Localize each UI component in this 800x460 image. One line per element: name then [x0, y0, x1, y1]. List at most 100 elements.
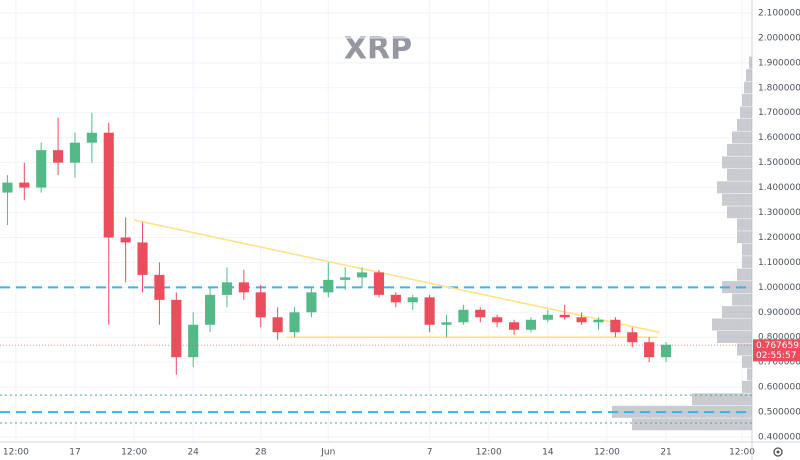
y-tick-label: 1.20000000 — [758, 233, 800, 243]
y-tick-label: 0.90000000 — [758, 308, 800, 318]
volume-profile-bar — [737, 218, 752, 231]
volume-profile-bar — [612, 405, 752, 418]
watermark: XRP — [344, 32, 412, 67]
volume-profile-bar — [727, 206, 752, 219]
candle-body — [53, 150, 64, 163]
volume-profile-bar — [717, 181, 752, 194]
volume-profile-bar — [742, 94, 752, 107]
candle-body — [154, 274, 165, 300]
candle-body — [137, 242, 148, 275]
x-tick-label: 24 — [187, 448, 199, 458]
volume-profile-bar — [737, 231, 752, 244]
volume-profile-bar — [742, 355, 752, 368]
volume-profile-bar — [722, 193, 752, 206]
candle-body — [188, 324, 199, 358]
volume-profile-bar — [632, 418, 752, 431]
volume-profile-bar — [737, 118, 752, 131]
candle-body — [103, 132, 114, 238]
volume-profile-bar — [732, 293, 752, 306]
y-tick-label: 0.40000000 — [758, 433, 800, 443]
candle-body — [542, 314, 553, 320]
volume-profile-bar — [727, 143, 752, 156]
candle-body — [593, 319, 604, 323]
x-tick-label: 12:00 — [594, 448, 620, 458]
candle-body — [525, 319, 537, 330]
candle-body — [19, 182, 30, 188]
x-tick-label: 12:00 — [476, 448, 502, 458]
candle-body — [475, 309, 486, 318]
candle-body — [120, 237, 131, 243]
volume-profile-bar — [742, 380, 752, 393]
x-tick-label: Jun — [320, 448, 335, 458]
last-price-label: 0.76765959 — [756, 341, 800, 351]
volume-profile-bar — [712, 318, 752, 331]
candle-body — [644, 342, 655, 358]
candle-body — [238, 282, 249, 293]
candle-body — [86, 132, 97, 143]
volume-profile-bar — [742, 243, 752, 256]
y-tick-label: 2.00000000 — [758, 33, 800, 43]
settings-icon[interactable] — [773, 447, 783, 457]
candle-body — [2, 182, 13, 193]
candle-body — [323, 279, 334, 293]
candle-body — [390, 294, 401, 303]
volume-profile-bar — [740, 106, 752, 119]
candle-body — [424, 297, 435, 325]
candle-body — [272, 317, 283, 333]
candle-body — [441, 322, 452, 325]
y-tick-label: 0.70000000 — [758, 358, 800, 368]
volume-profile-bar — [722, 306, 752, 319]
candle-body — [660, 344, 672, 358]
volume-profile-bar — [746, 69, 752, 82]
candle-body — [357, 272, 368, 278]
y-tick-label: 0.60000000 — [758, 383, 800, 393]
y-tick-label: 0.50000000 — [758, 408, 800, 418]
x-tick-label: 17 — [69, 448, 80, 458]
volume-profile-bar — [732, 131, 752, 144]
candle-body — [289, 312, 300, 333]
candle-body — [255, 292, 266, 318]
volume-profile-bar — [744, 81, 752, 94]
candle-body — [458, 309, 469, 323]
candle-body — [373, 272, 385, 295]
y-tick-label: 1.00000000 — [758, 283, 800, 293]
candle-body — [492, 317, 503, 323]
x-tick-label: 7 — [427, 448, 433, 458]
y-tick-label: 1.50000000 — [758, 158, 800, 168]
candle-body — [559, 314, 570, 318]
candle-body — [221, 282, 233, 295]
y-tick-label: 2.10000000 — [758, 8, 800, 18]
volume-profile-bar — [727, 168, 752, 181]
x-tick-label: 21 — [660, 448, 671, 458]
last-price-tag — [753, 339, 800, 362]
volume-profile-bar — [717, 331, 752, 343]
countdown-label: 02:55:57 — [756, 351, 796, 361]
volume-profile-bar — [749, 56, 752, 69]
volume-profile-bar — [722, 156, 752, 169]
y-tick-label: 1.30000000 — [758, 208, 800, 218]
volume-profile-bar — [742, 256, 752, 269]
y-tick-label: 1.80000000 — [758, 83, 800, 93]
x-tick-label: 12:00 — [3, 448, 29, 458]
candle-body — [610, 319, 621, 333]
y-tick-label: 1.40000000 — [758, 183, 800, 193]
y-tick-label: 1.60000000 — [758, 133, 800, 143]
volume-profile-bar — [747, 368, 752, 381]
candle-body — [69, 142, 81, 163]
x-tick-label: 12:00 — [121, 448, 147, 458]
candle-body — [205, 294, 216, 325]
candle-body — [407, 297, 418, 303]
x-tick-label: 12:00 — [729, 448, 755, 458]
x-tick-label: 14 — [542, 448, 554, 458]
candle-body — [340, 277, 351, 280]
candle-body — [627, 332, 638, 343]
candle-body — [171, 299, 182, 358]
volume-profile-bar — [737, 343, 752, 356]
candle-body — [508, 322, 520, 330]
volume-profile-bar — [737, 268, 752, 281]
y-tick-label: 1.90000000 — [758, 58, 800, 68]
volume-profile-bar — [692, 393, 752, 406]
candle-body — [576, 317, 587, 323]
